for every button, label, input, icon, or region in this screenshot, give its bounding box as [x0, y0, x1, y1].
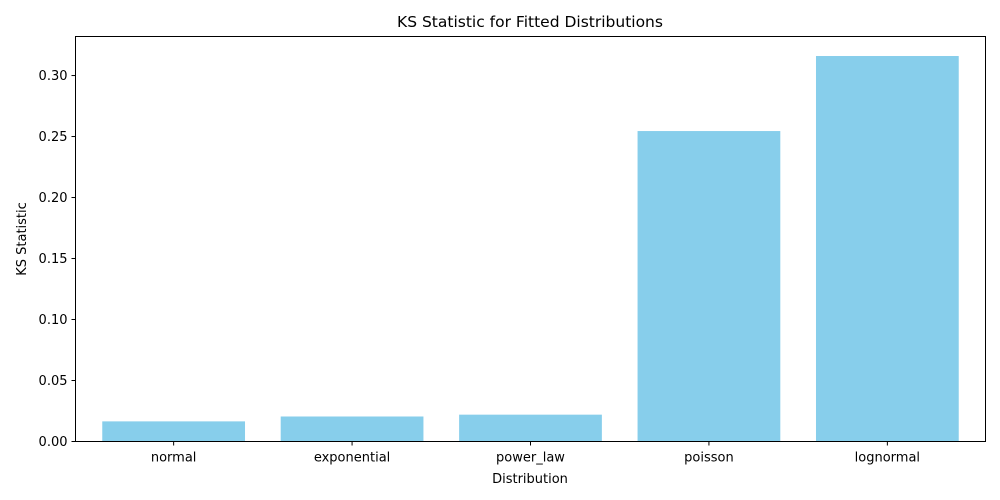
y-tick-label: 0.15	[39, 252, 68, 267]
x-tick-label: normal	[151, 451, 197, 466]
x-tick-label: lognormal	[855, 451, 920, 466]
y-tick-label: 0.05	[39, 374, 68, 389]
x-axis: normal exponential power_law poisson lognorm…	[151, 441, 920, 466]
x-tick-label: exponential	[314, 451, 390, 466]
bar-lognormal	[815, 56, 959, 442]
chart-title: KS Statistic for Fitted Distributions	[397, 13, 663, 31]
y-tick-label: 0.10	[39, 313, 68, 328]
bars-group	[102, 56, 959, 442]
bar-poisson	[637, 131, 781, 442]
plot-frame	[75, 36, 986, 442]
y-tick-label: 0.30	[39, 69, 68, 84]
y-axis: 0.00 0.05 0.10 0.15 0.20 0.25 0.30	[39, 69, 76, 450]
y-tick-label: 0.20	[39, 191, 68, 206]
y-axis-label: KS Statistic	[15, 202, 30, 276]
x-axis-label: Distribution	[492, 472, 568, 487]
y-tick-label: 0.00	[39, 435, 68, 450]
y-tick-label: 0.25	[39, 130, 68, 145]
x-tick-label: power_law	[496, 451, 565, 466]
x-tick-label: poisson	[684, 451, 734, 466]
bar-exponential	[280, 416, 424, 442]
bar-normal	[102, 421, 246, 442]
bar-power-law	[459, 414, 602, 442]
